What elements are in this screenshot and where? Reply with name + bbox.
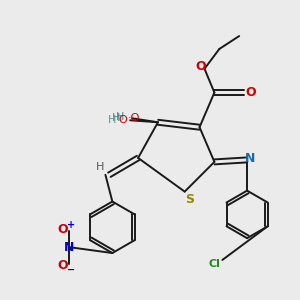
Text: ·: · — [129, 113, 131, 122]
Text: O: O — [58, 223, 68, 236]
Text: N: N — [64, 241, 74, 254]
Text: ·O: ·O — [128, 113, 141, 123]
Text: H: H — [108, 115, 116, 125]
Text: Cl: Cl — [208, 259, 220, 269]
Text: O: O — [195, 60, 206, 73]
Text: +: + — [67, 220, 75, 230]
Text: −: − — [67, 265, 75, 275]
Text: O: O — [246, 86, 256, 99]
Text: H: H — [96, 162, 105, 172]
Text: H: H — [116, 112, 124, 122]
Text: N: N — [245, 152, 255, 165]
Text: H: H — [112, 113, 120, 123]
Text: S: S — [185, 193, 194, 206]
Text: O: O — [118, 115, 127, 125]
Text: O: O — [58, 260, 68, 272]
